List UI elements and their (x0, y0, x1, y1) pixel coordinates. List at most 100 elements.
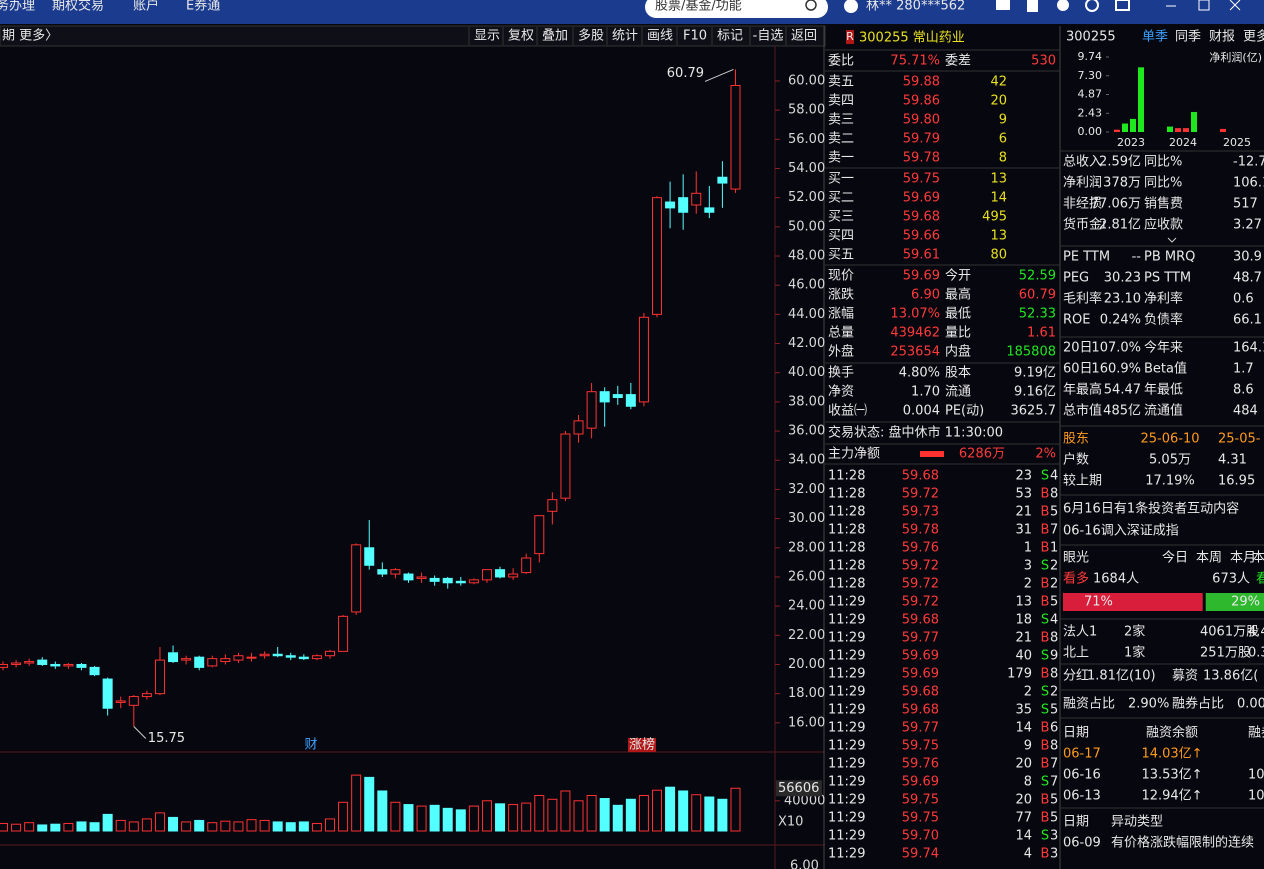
candle-body (194, 656, 205, 668)
bull-pct: 71% (1084, 595, 1113, 610)
event-marker[interactable]: 财 (304, 738, 317, 753)
menu-item[interactable]: 账户 (133, 0, 159, 14)
cell: 14.03亿↑ (1141, 747, 1202, 762)
y-tick-label: 30.00 (788, 511, 825, 526)
tool-button[interactable]: 显示 (474, 29, 500, 44)
icon[interactable] (1085, 0, 1099, 12)
search-placeholder[interactable]: 股票/基金/功能 (655, 0, 742, 14)
label: 货币金i (1063, 217, 1106, 233)
maximize[interactable] (1198, 0, 1210, 11)
y-tick-label: 16.00 (788, 715, 825, 730)
value: 77.06万 (1091, 197, 1141, 212)
trade-count: 5 (1050, 595, 1058, 610)
tab[interactable]: 单季 (1142, 30, 1168, 45)
bid-price: 59.61 (903, 248, 940, 263)
tab[interactable]: 更多 (1243, 29, 1264, 45)
icon[interactable] (1115, 0, 1130, 11)
trade-volume: 14 (1015, 829, 1032, 844)
value: 0.6 (1233, 292, 1254, 307)
icon[interactable] (1057, 0, 1069, 11)
icon[interactable] (1027, 0, 1038, 12)
trade-price: 59.75 (902, 739, 939, 754)
avatar[interactable] (844, 0, 858, 13)
breadcrumb[interactable]: 期 更多〉 (2, 28, 58, 44)
search-box[interactable] (645, 0, 828, 18)
tool-button[interactable]: 标记 (717, 29, 743, 44)
tool-button[interactable]: 叠加 (542, 29, 568, 44)
tool-button[interactable]: 统计 (612, 29, 638, 44)
stat-label: 股本 (945, 366, 971, 381)
bid-label: 买三 (828, 210, 854, 225)
label: 分红 (1063, 668, 1089, 684)
tab[interactable]: 财报 (1209, 30, 1235, 45)
value: 2.59亿 (1099, 155, 1141, 170)
cell: 12.94亿↑ (1141, 789, 1202, 804)
news-item[interactable]: 6月16日有1条投资者互动内容 (1063, 501, 1239, 517)
ask-label: 卖四 (828, 94, 854, 109)
candle-body (115, 700, 126, 703)
trade-time: 11:28 (828, 487, 865, 502)
tab[interactable]: 同季 (1175, 30, 1201, 45)
menu-item[interactable]: E券通 (186, 0, 220, 14)
stat-value: 52.59 (1019, 269, 1056, 284)
volume-bar (325, 818, 335, 832)
search-icon[interactable] (805, 0, 817, 11)
user-name[interactable]: 林** 280***562 (866, 0, 965, 14)
close[interactable] (1229, 0, 1241, 11)
x-tick-label: 2024 (1169, 136, 1197, 149)
tool-button[interactable]: 复权 (508, 28, 534, 44)
zoom-label[interactable]: X10 (778, 815, 803, 830)
tool-button[interactable]: 画线 (647, 29, 673, 44)
candle-body (390, 569, 401, 575)
y-tick-label: 56.00 (788, 132, 825, 147)
menu-item[interactable]: 务办理 (0, 0, 35, 14)
trade-side: S (1041, 559, 1049, 574)
tool-button[interactable]: F10 (683, 29, 707, 44)
value: 2家 (1124, 624, 1145, 640)
stat-value: 9.19亿 (1014, 366, 1056, 381)
volume-bar (285, 822, 296, 832)
tool-button[interactable]: 多股 (578, 28, 604, 44)
volume-bar (272, 821, 283, 832)
y-tick-label: 34.00 (788, 453, 825, 468)
y-tick-label: 26.00 (788, 569, 825, 584)
value: 13.86亿( (1203, 669, 1258, 684)
tab[interactable]: 本 (1252, 551, 1264, 566)
label: 毛利率 (1063, 291, 1102, 307)
expand-chevron[interactable] (1167, 237, 1177, 243)
label: 流通值 (1144, 403, 1183, 419)
stat-value: 6.90 (911, 288, 940, 303)
stat-value: 439462 (890, 326, 940, 341)
icon[interactable] (996, 0, 1010, 10)
event-marker[interactable]: 涨榜 (629, 737, 655, 753)
trade-side: B (1041, 577, 1050, 592)
candle-body (573, 420, 584, 435)
y-tick-label: 48.00 (788, 249, 825, 264)
candle-body (168, 652, 179, 663)
candle-body (207, 658, 218, 667)
tool-button[interactable]: 返回 (791, 29, 817, 44)
volume-bar (351, 774, 362, 832)
news-item[interactable]: 06-16调入深证成指 (1063, 524, 1179, 539)
candle-body (220, 658, 231, 663)
tab[interactable]: 今日 (1162, 550, 1188, 566)
y-tick-label: 44.00 (788, 307, 825, 322)
menu-item[interactable]: 期权交易 (52, 0, 104, 14)
y-tick-label: 54.00 (788, 161, 825, 176)
trade-time: 11:28 (828, 505, 865, 520)
trade-time: 11:29 (828, 595, 865, 610)
trade-volume: 2 (1024, 577, 1032, 592)
cell: 10 (1248, 768, 1264, 783)
stat-label: 最高 (945, 287, 971, 303)
trade-count: 5 (1050, 505, 1058, 520)
tab[interactable]: 本月 (1230, 551, 1256, 566)
value: 2.81亿 (1099, 218, 1141, 233)
tool-button[interactable]: -自选 (753, 29, 784, 44)
label: 融资占比 (1063, 697, 1115, 712)
tab[interactable]: 本周 (1196, 551, 1222, 566)
volume-bar (168, 816, 179, 832)
trade-price: 59.69 (902, 667, 939, 682)
cell: 日期 (1063, 815, 1089, 830)
y-tick-label: 20.00 (788, 657, 825, 672)
candle-body (37, 659, 48, 665)
